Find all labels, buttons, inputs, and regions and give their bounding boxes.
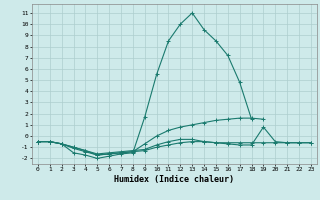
X-axis label: Humidex (Indice chaleur): Humidex (Indice chaleur) <box>115 175 234 184</box>
